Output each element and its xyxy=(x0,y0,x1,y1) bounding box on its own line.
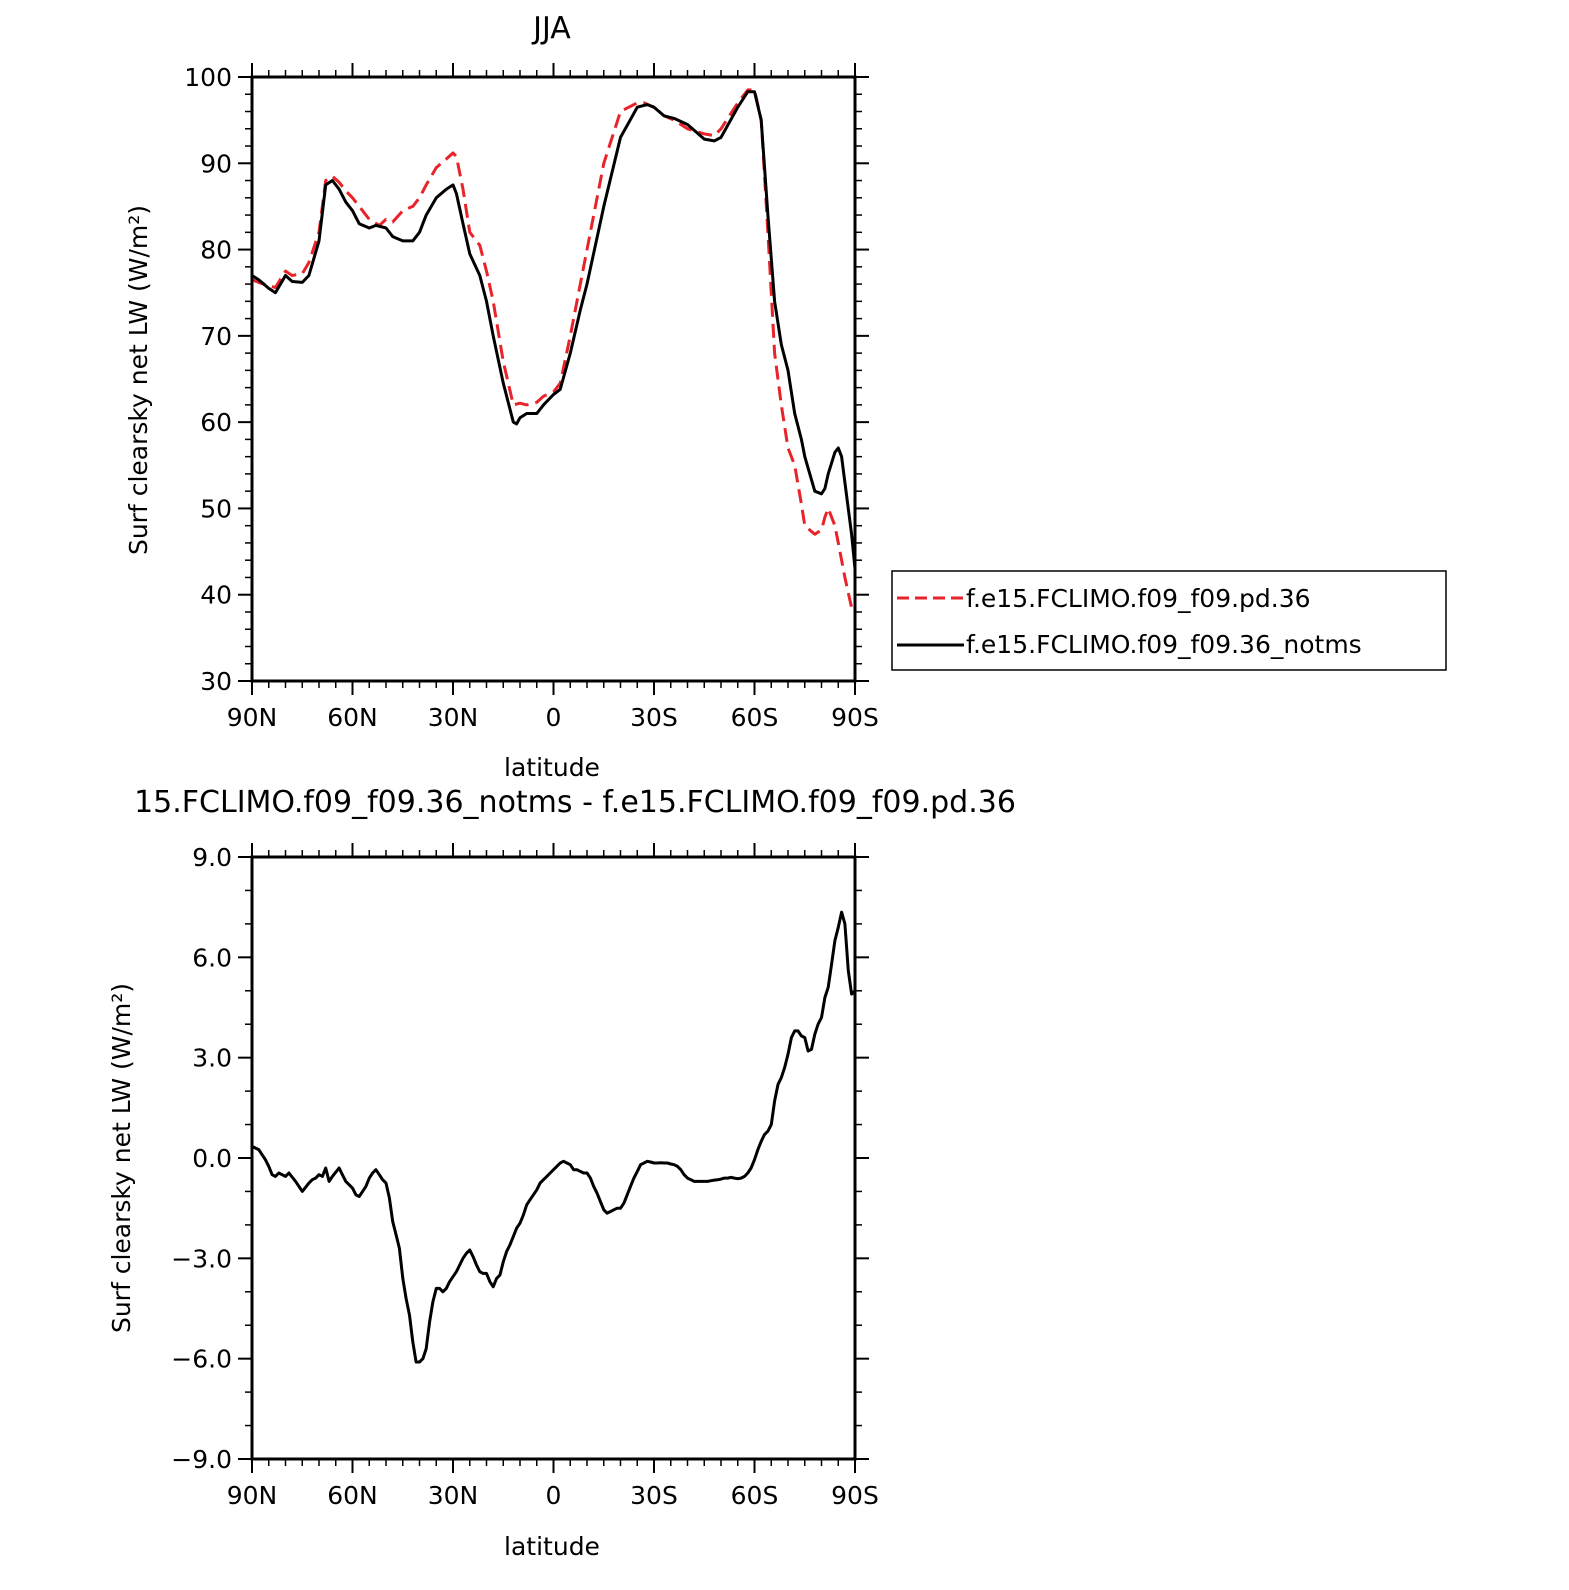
bottom-y-tick-label: 6.0 xyxy=(192,943,232,972)
bottom-y-tick-label: 9.0 xyxy=(192,843,232,872)
bottom-series-lines xyxy=(251,910,857,1364)
top-x-tick-label: 90N xyxy=(227,703,278,732)
bottom-x-tick-label: 60S xyxy=(731,1481,779,1510)
bottom-y-axis-label: Surf clearsky net LW (W/m²) xyxy=(107,983,136,1333)
bottom-y-tick-labels: −9.0 −6.0 −3.0 0.0 3.0 6.0 9.0 xyxy=(171,843,232,1474)
bottom-y-tick-label: 3.0 xyxy=(192,1044,232,1073)
top-y-tick-label: 70 xyxy=(200,322,232,351)
bottom-y-tick-label: −9.0 xyxy=(171,1445,232,1474)
top-y-tick-label: 30 xyxy=(200,667,232,696)
top-series-line-1 xyxy=(251,90,857,569)
legend-label-pd36: f.e15.FCLIMO.f09_f09.pd.36 xyxy=(966,584,1311,613)
top-chart-title: JJA xyxy=(531,11,571,46)
bottom-axis-ticks xyxy=(238,843,869,1473)
bottom-x-axis-label: latitude xyxy=(504,1532,600,1561)
top-y-tick-label: 100 xyxy=(184,63,232,92)
top-y-axis-label: Surf clearsky net LW (W/m²) xyxy=(124,205,153,555)
top-x-tick-label: 60S xyxy=(731,703,779,732)
legend-box xyxy=(891,570,1447,671)
bottom-x-tick-labels: 90N 60N 30N 0 30S 60S 90S xyxy=(227,1481,879,1510)
legend: f.e15.FCLIMO.f09_f09.pd.36 f.e15.FCLIMO.… xyxy=(891,570,1447,671)
bottom-x-tick-label: 30S xyxy=(630,1481,678,1510)
top-y-tick-label: 40 xyxy=(200,581,232,610)
legend-label-notms: f.e15.FCLIMO.f09_f09.36_notms xyxy=(966,630,1362,659)
top-y-tick-label: 60 xyxy=(200,408,232,437)
bottom-y-tick-label: 0.0 xyxy=(192,1144,232,1173)
top-panel: JJA 90N 60N 30N 0 30S 60S 90S 30 40 50 60 70 80 90 10… xyxy=(124,11,1447,782)
bottom-x-tick-label: 0 xyxy=(546,1481,562,1510)
top-series-line-0 xyxy=(251,88,857,613)
top-x-tick-label: 60N xyxy=(327,703,378,732)
top-y-tick-label: 90 xyxy=(200,149,232,178)
top-x-tick-label: 30S xyxy=(630,703,678,732)
bottom-x-tick-label: 90N xyxy=(227,1481,278,1510)
bottom-x-tick-label: 30N xyxy=(428,1481,479,1510)
bottom-plot-frame xyxy=(250,855,857,1461)
top-x-axis-label: latitude xyxy=(504,753,600,782)
bottom-panel: 15.FCLIMO.f09_f09.36_notms - f.e15.FCLIM… xyxy=(107,785,1016,1561)
bottom-x-tick-label: 90S xyxy=(831,1481,879,1510)
top-x-tick-labels: 90N 60N 30N 0 30S 60S 90S xyxy=(227,703,879,732)
top-axis-ticks xyxy=(238,63,869,695)
top-y-tick-label: 80 xyxy=(200,236,232,265)
bottom-series-line-0 xyxy=(251,910,857,1364)
top-x-tick-label: 90S xyxy=(831,703,879,732)
bottom-y-tick-label: −6.0 xyxy=(171,1345,232,1374)
top-x-tick-label: 30N xyxy=(428,703,479,732)
bottom-x-tick-label: 60N xyxy=(327,1481,378,1510)
top-plot-frame xyxy=(250,75,857,683)
bottom-chart-title: 15.FCLIMO.f09_f09.36_notms - f.e15.FCLIM… xyxy=(134,785,1016,820)
top-x-tick-label: 0 xyxy=(546,703,562,732)
top-y-tick-label: 50 xyxy=(200,494,232,523)
top-y-tick-labels: 30 40 50 60 70 80 90 100 xyxy=(184,63,232,696)
top-series-lines xyxy=(251,88,857,613)
bottom-y-tick-label: −3.0 xyxy=(171,1244,232,1273)
